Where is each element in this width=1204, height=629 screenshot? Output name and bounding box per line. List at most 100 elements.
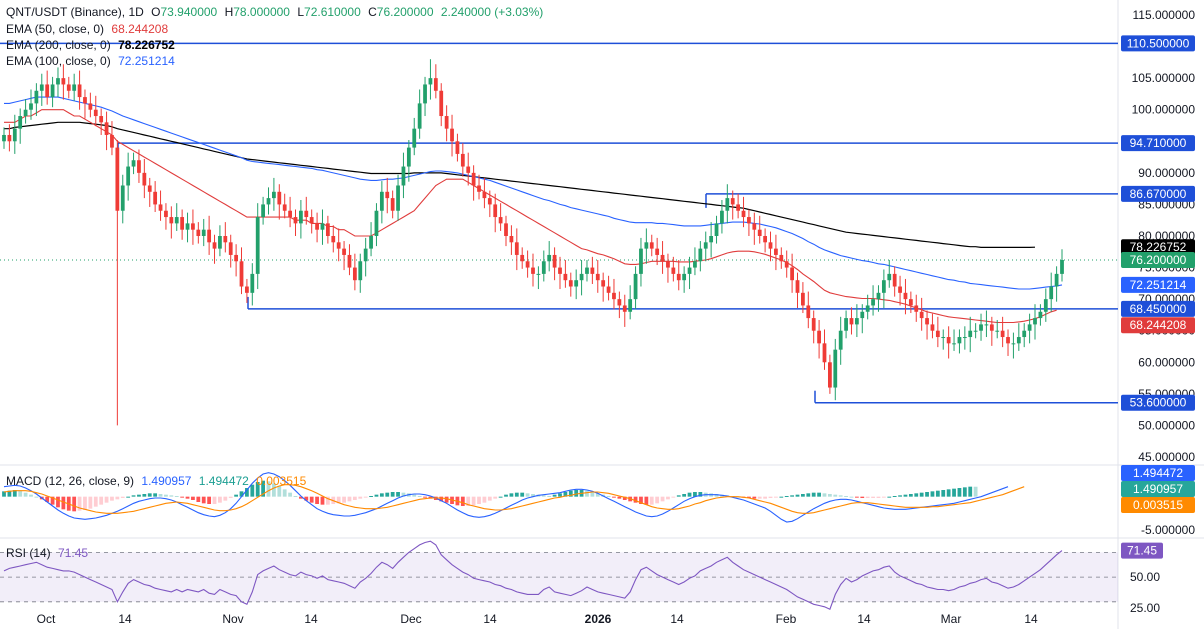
price-tick: 90.000000 [1138, 166, 1195, 180]
candle [390, 198, 395, 211]
candle [385, 191, 390, 199]
candle [433, 78, 438, 91]
macd-hist-bar [687, 492, 692, 497]
macd-hist-bar [752, 496, 757, 499]
macd-hist-bar [412, 494, 417, 497]
macd-hist-bar [137, 494, 141, 497]
macd-hist-bar [482, 496, 487, 503]
candle [979, 324, 983, 331]
candle [93, 109, 98, 117]
macd-hist-bar [2, 491, 6, 497]
macd-hist-bar [142, 494, 147, 497]
price-tick: 45.000000 [1138, 450, 1195, 464]
macd-hist-bar [223, 496, 228, 501]
candle [272, 191, 276, 199]
candle [941, 337, 946, 339]
value-tag [1121, 251, 1195, 268]
candle [250, 273, 255, 293]
candle [218, 236, 222, 249]
macd-hist-bar [962, 487, 967, 497]
candles [2, 59, 1064, 426]
horizontal-levels [0, 42, 1118, 404]
macd-hist-bar [547, 496, 552, 497]
macd-hist-bar [957, 488, 962, 497]
candle [336, 242, 341, 249]
candle [935, 330, 940, 338]
macd-pane [2, 472, 1025, 523]
candle [164, 210, 168, 218]
candle [1016, 337, 1021, 344]
macd-hist-bar [487, 496, 492, 501]
candle [110, 134, 114, 148]
macd-hist-bar [201, 496, 206, 504]
candle [315, 223, 319, 230]
candle [77, 84, 82, 98]
macd-hist-bar [174, 496, 179, 497]
candle [1043, 299, 1048, 312]
candle [525, 261, 530, 268]
macd-hist-bar [655, 496, 660, 504]
rsi-value: 71.45 [58, 546, 89, 560]
macd-hist-bar [935, 490, 940, 497]
macd-hist-bar [164, 494, 168, 497]
candle [185, 223, 190, 230]
candle [827, 362, 832, 388]
level-tag-label: 68.450000 [1130, 302, 1187, 316]
candle [876, 292, 881, 300]
candle [406, 147, 411, 167]
candle [649, 242, 654, 249]
ema200-line [4, 121, 1036, 248]
level-tag-label: 94.710000 [1130, 136, 1187, 150]
macd-value-1: 1.490957 [141, 474, 192, 488]
macd-hist-bar [72, 496, 77, 512]
candle [989, 324, 994, 331]
time-tick: 14 [857, 612, 871, 626]
macd-hist-bar [325, 496, 330, 505]
macd-hist-bar [541, 495, 546, 497]
candle [968, 330, 973, 338]
candle [622, 305, 627, 312]
macd-hist-bar [768, 496, 773, 498]
level-tag-label: 110.500000 [1127, 36, 1190, 50]
candle [277, 191, 282, 205]
macd-hist-bar [795, 494, 800, 497]
low-tag: L [297, 5, 305, 19]
price-tick: 105.000000 [1132, 71, 1196, 85]
candle [811, 318, 816, 331]
macd-tag-label: 0.003515 [1133, 498, 1183, 512]
macd-hist-bar [88, 496, 93, 509]
candle [822, 343, 827, 363]
candle [887, 273, 892, 281]
macd-hist-bar [666, 496, 670, 500]
candle [18, 116, 23, 129]
macd-hist-bar [298, 496, 303, 499]
macd-hist-bar [801, 494, 805, 497]
macd-hist-bar [185, 496, 190, 499]
macd-hist-bar [531, 494, 535, 497]
candle [660, 254, 665, 262]
candle [536, 273, 541, 275]
time-tick: Dec [400, 612, 421, 626]
candle [541, 261, 546, 274]
candle [66, 84, 71, 91]
macd-hist-bar [574, 490, 579, 497]
candle [617, 299, 622, 306]
macd-hist-bar [93, 496, 98, 507]
candle [498, 217, 503, 224]
candle [558, 267, 562, 274]
candle [595, 273, 600, 281]
candle [957, 337, 962, 344]
time-tick: 14 [118, 612, 132, 626]
macd-hist-bar [191, 496, 195, 500]
candle [1038, 311, 1043, 319]
candle [180, 217, 185, 230]
candle [417, 103, 422, 129]
candle [342, 248, 346, 255]
candle [234, 254, 239, 262]
rsi-tag [1121, 542, 1163, 559]
candle [1022, 330, 1027, 338]
candle [401, 166, 406, 186]
macd-hist-bar [261, 480, 265, 497]
candle [363, 248, 368, 262]
candle [450, 128, 454, 142]
